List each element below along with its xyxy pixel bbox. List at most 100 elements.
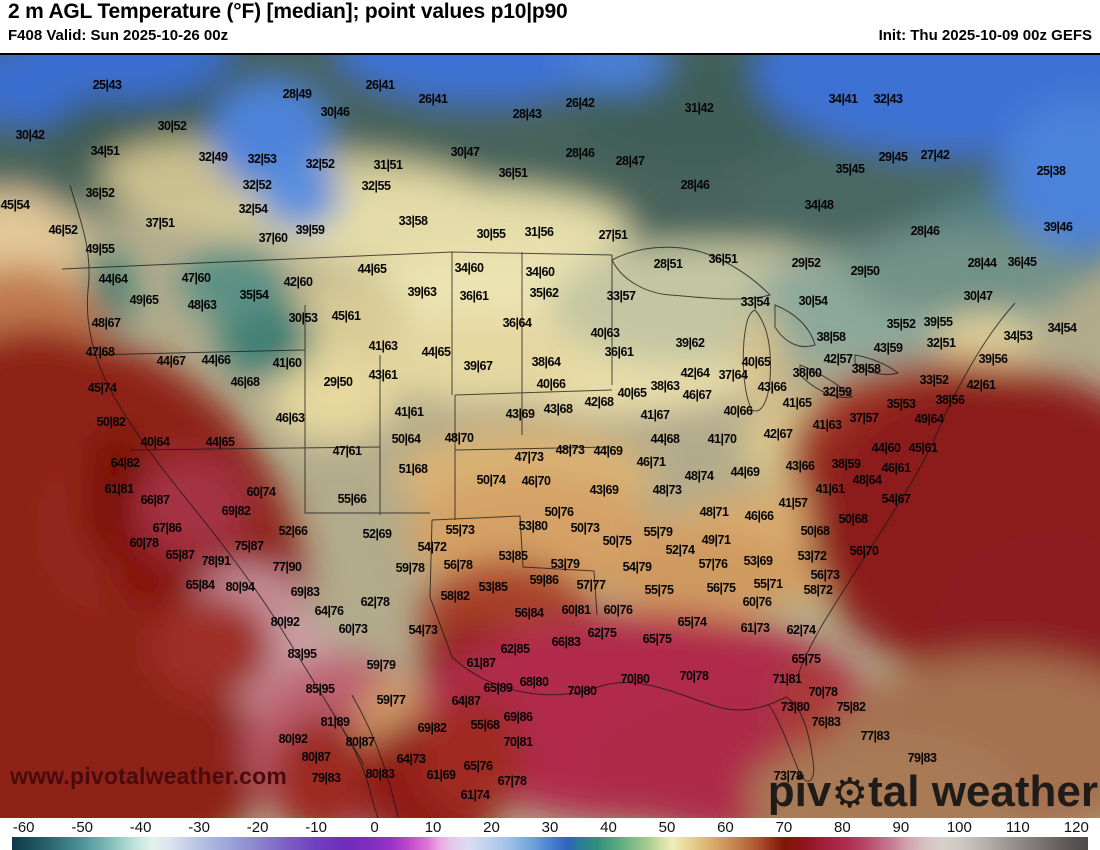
colorbar: -60 -50 -40 -30 -20 -10 0 10 20 30 40 50 60 70 80 90 100… xyxy=(0,818,1100,850)
point-value: 37|51 xyxy=(145,215,175,230)
point-value: 50|68 xyxy=(800,523,830,538)
point-value: 49|55 xyxy=(85,241,115,256)
point-value: 33|52 xyxy=(919,372,949,387)
point-value: 57|76 xyxy=(698,556,728,571)
point-value: 25|43 xyxy=(92,77,122,92)
point-value: 54|79 xyxy=(622,559,652,574)
point-value: 68|80 xyxy=(519,674,549,689)
point-value: 31|42 xyxy=(684,100,714,115)
colorbar-tick-label: -40 xyxy=(129,819,152,836)
point-value: 28|43 xyxy=(512,106,542,121)
point-value: 46|67 xyxy=(682,387,712,402)
point-value: 40|64 xyxy=(140,434,170,449)
point-value: 38|63 xyxy=(650,378,680,393)
point-value: 36|61 xyxy=(459,288,489,303)
point-value: 49|71 xyxy=(701,532,731,547)
point-value: 80|87 xyxy=(301,749,331,764)
point-value: 29|50 xyxy=(850,263,880,278)
point-value: 60|76 xyxy=(603,602,633,617)
colorbar-ticks: -60 -50 -40 -30 -20 -10 0 10 20 30 40 50 60 70 80 90 100… xyxy=(12,818,1089,836)
point-value: 79|83 xyxy=(907,750,937,765)
point-value: 28|51 xyxy=(653,256,683,271)
geo-borders xyxy=(61,184,1016,818)
point-value: 30|42 xyxy=(15,127,45,142)
point-value: 39|46 xyxy=(1043,219,1073,234)
point-value: 44|65 xyxy=(357,261,387,276)
point-value: 62|75 xyxy=(587,625,617,640)
point-value: 33|57 xyxy=(606,288,636,303)
point-value: 38|60 xyxy=(792,365,822,380)
point-value: 65|89 xyxy=(483,680,513,695)
point-value: 52|69 xyxy=(362,526,392,541)
point-value: 32|43 xyxy=(873,91,903,106)
colorbar-gradient xyxy=(12,837,1088,850)
point-value: 80|83 xyxy=(365,766,395,781)
point-value: 46|70 xyxy=(521,473,551,488)
point-value: 41|61 xyxy=(394,404,424,419)
point-value: 78|91 xyxy=(201,553,231,568)
colorbar-tick-label: 120 xyxy=(1063,819,1089,836)
point-value: 55|75 xyxy=(644,582,674,597)
point-value: 58|82 xyxy=(440,588,470,603)
colorbar-tick-label: 110 xyxy=(1005,819,1030,836)
point-value: 38|56 xyxy=(935,392,965,407)
point-value: 32|51 xyxy=(926,335,956,350)
point-value: 43|59 xyxy=(873,340,903,355)
point-value: 70|78 xyxy=(808,684,838,699)
point-value: 34|54 xyxy=(1047,320,1077,335)
point-value: 48|63 xyxy=(187,297,217,312)
point-value: 33|54 xyxy=(740,294,770,309)
point-value: 43|61 xyxy=(368,367,398,382)
point-value: 36|61 xyxy=(604,344,634,359)
point-value: 80|92 xyxy=(270,614,300,629)
point-value: 36|64 xyxy=(502,315,532,330)
point-value: 39|62 xyxy=(675,335,705,350)
point-value: 56|75 xyxy=(706,580,736,595)
logo-text-right: tal weather xyxy=(868,767,1098,816)
point-value: 66|87 xyxy=(140,492,170,507)
point-value: 64|87 xyxy=(451,693,481,708)
point-value: 42|64 xyxy=(680,365,710,380)
point-value: 46|52 xyxy=(48,222,78,237)
valid-time: F408 Valid: Sun 2025-10-26 00z xyxy=(8,27,229,44)
colorbar-tick-label: 80 xyxy=(834,819,851,836)
weather-map: 25|43 28|49 26|41 26|41 28|43 26|42 31|42 34|41… xyxy=(0,53,1100,818)
point-value: 43|69 xyxy=(589,482,619,497)
point-value: 45|74 xyxy=(87,380,117,395)
point-value: 62|85 xyxy=(500,641,530,656)
point-value: 27|42 xyxy=(920,147,950,162)
point-value: 35|62 xyxy=(529,285,559,300)
point-value: 61|87 xyxy=(466,655,496,670)
point-value: 39|55 xyxy=(923,314,953,329)
point-value: 38|64 xyxy=(531,354,561,369)
point-value: 50|74 xyxy=(476,472,506,487)
point-value: 65|84 xyxy=(185,577,215,592)
point-value: 48|73 xyxy=(652,482,682,497)
point-value: 66|83 xyxy=(551,634,581,649)
map-title: 2 m AGL Temperature (°F) [median]; point… xyxy=(8,0,568,23)
point-value: 27|51 xyxy=(598,227,628,242)
point-value: 56|78 xyxy=(443,557,473,572)
point-value: 38|58 xyxy=(816,329,846,344)
point-value: 54|73 xyxy=(408,622,438,637)
point-value: 30|52 xyxy=(157,118,187,133)
point-value: 30|47 xyxy=(963,288,993,303)
point-value: 42|57 xyxy=(823,351,853,366)
point-value: 55|71 xyxy=(753,576,783,591)
point-value: 40|63 xyxy=(590,325,620,340)
point-value: 70|80 xyxy=(620,671,650,686)
point-value: 32|55 xyxy=(361,178,391,193)
point-value: 39|63 xyxy=(407,284,437,299)
point-value: 41|57 xyxy=(778,495,808,510)
point-value: 47|73 xyxy=(514,449,544,464)
point-value: 44|68 xyxy=(650,431,680,446)
point-value: 26|41 xyxy=(418,91,448,106)
point-value: 26|42 xyxy=(565,95,595,110)
colorbar-tick-label: -30 xyxy=(188,819,210,836)
point-value: 32|52 xyxy=(305,156,335,171)
point-value: 39|59 xyxy=(295,222,325,237)
point-value: 47|60 xyxy=(181,270,211,285)
point-value: 36|52 xyxy=(85,185,115,200)
point-value: 64|76 xyxy=(314,603,344,618)
point-value: 53|69 xyxy=(743,553,773,568)
